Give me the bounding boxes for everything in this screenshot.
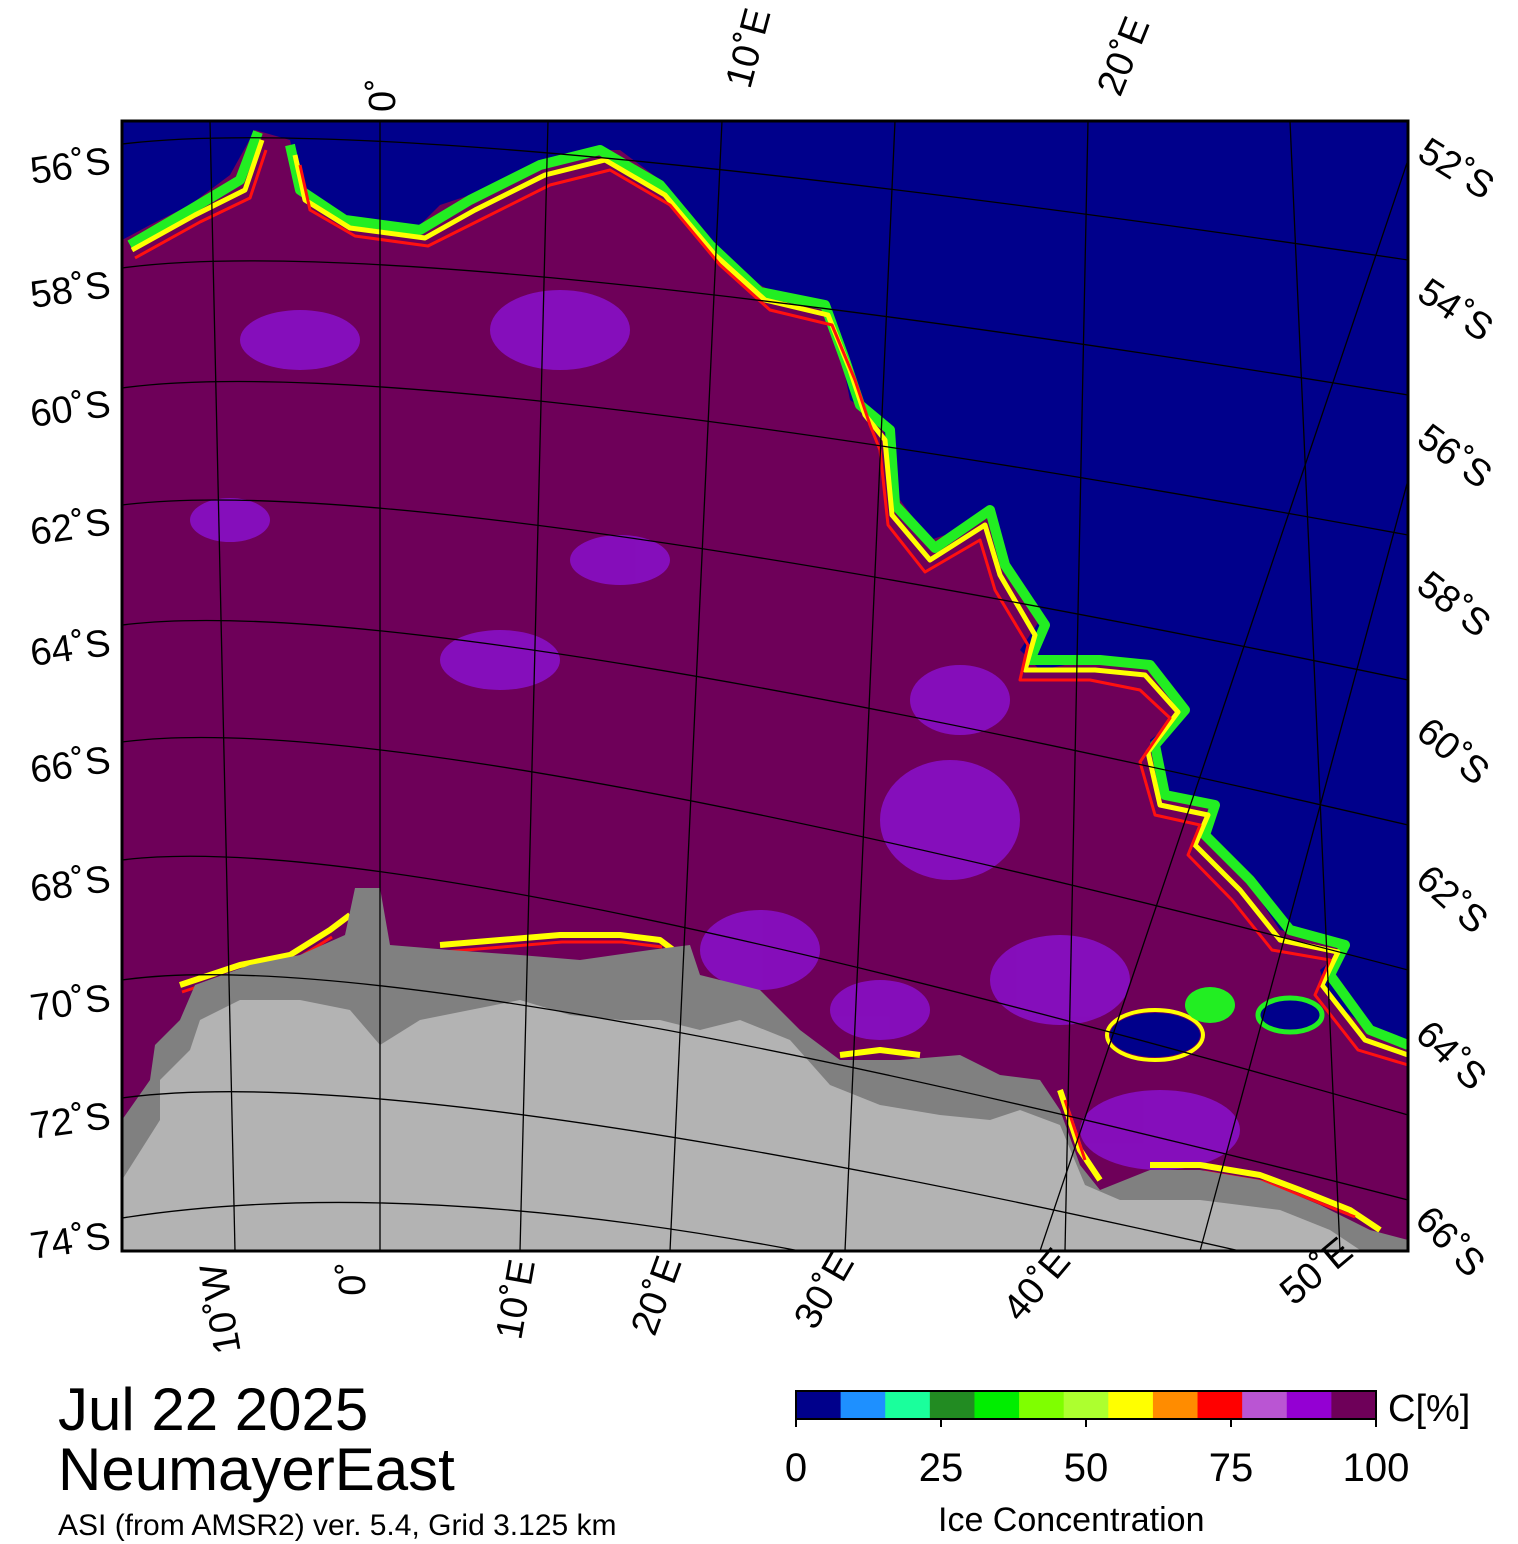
lat-label: 56˚S bbox=[28, 140, 113, 193]
lat-label: 64˚S bbox=[1407, 1013, 1494, 1099]
colorbar-tick-label: 100 bbox=[1342, 1446, 1410, 1490]
lat-label: 66˚S bbox=[1407, 1198, 1493, 1285]
colorbar-swatch bbox=[1197, 1391, 1243, 1419]
colorbar-title: Ice Concentration bbox=[938, 1501, 1205, 1539]
colorbar-swatch bbox=[1286, 1391, 1332, 1419]
lat-label: 62˚S bbox=[28, 501, 113, 554]
source-label: ASI (from AMSR2) ver. 5.4, Grid 3.125 km bbox=[58, 1509, 617, 1542]
lon-label: 20˚E bbox=[624, 1251, 691, 1341]
lat-label: 74˚S bbox=[28, 1215, 113, 1268]
colorbar-swatch bbox=[885, 1391, 931, 1419]
lat-labels-left: 56˚S 58˚S 60˚S 62˚S 64˚S 66˚S 68˚S 70˚S … bbox=[28, 140, 113, 1268]
lat-label: 64˚S bbox=[28, 622, 113, 675]
colorbar-tick-label: 75 bbox=[1208, 1446, 1254, 1490]
antarctic-land bbox=[122, 1000, 1408, 1251]
colorbar bbox=[795, 1390, 1377, 1427]
lon-label: 0˚ bbox=[332, 1262, 374, 1296]
ice-patches bbox=[190, 290, 1240, 1170]
date-label: Jul 22 2025 bbox=[58, 1376, 369, 1443]
colorbar-tick-label: 0 bbox=[784, 1446, 808, 1490]
colorbar-tick-label: 25 bbox=[918, 1446, 964, 1490]
lat-label: 60˚S bbox=[1409, 710, 1497, 794]
lat-label: 72˚S bbox=[28, 1095, 113, 1148]
lat-label: 70˚S bbox=[28, 977, 113, 1030]
colorbar-swatch bbox=[1108, 1391, 1154, 1419]
region-label: NeumayerEast bbox=[58, 1436, 455, 1503]
colorbar-swatch bbox=[840, 1391, 886, 1419]
lat-label: 62˚S bbox=[1408, 857, 1496, 942]
lon-label: 10˚E bbox=[718, 4, 779, 92]
colorbar-swatch bbox=[1019, 1391, 1065, 1419]
lon-label: 0˚ bbox=[362, 78, 404, 112]
lat-label: 58˚S bbox=[1409, 563, 1498, 646]
colorbar-swatch bbox=[1242, 1391, 1288, 1419]
lat-label: 60˚S bbox=[28, 383, 113, 436]
polynya-features bbox=[1105, 987, 1325, 1062]
lat-label: 56˚S bbox=[1410, 416, 1500, 497]
lon-label: 30˚E bbox=[786, 1246, 863, 1337]
colorbar-tick-label: 50 bbox=[1063, 1446, 1109, 1490]
lon-label: 10˚W bbox=[192, 1260, 249, 1357]
colorbar-unit-label: C[%] bbox=[1388, 1388, 1471, 1430]
lon-label: 40˚E bbox=[995, 1241, 1079, 1329]
lon-labels-top: 0˚ 10˚E 20˚E bbox=[362, 4, 1158, 112]
lat-label: 52˚S bbox=[1411, 130, 1501, 208]
colorbar-swatch bbox=[974, 1391, 1020, 1419]
colorbar-swatch bbox=[929, 1391, 975, 1419]
lat-label: 68˚S bbox=[28, 858, 113, 911]
lat-labels-right: 52˚S 54˚S 56˚S 58˚S 60˚S 62˚S 64˚S 66˚S bbox=[1407, 130, 1501, 1285]
lat-label: 54˚S bbox=[1410, 271, 1500, 351]
colorbar-swatch bbox=[1331, 1391, 1377, 1419]
colorbar-swatch bbox=[796, 1391, 842, 1419]
lon-label: 10˚E bbox=[489, 1256, 544, 1342]
map-frame bbox=[120, 119, 1410, 1253]
colorbar-swatch bbox=[1152, 1391, 1199, 1419]
lon-label: 20˚E bbox=[1089, 11, 1158, 101]
graticule bbox=[122, 121, 1408, 1251]
colorbar-swatch bbox=[1063, 1391, 1109, 1419]
lat-label: 58˚S bbox=[28, 264, 113, 317]
lat-label: 66˚S bbox=[28, 739, 113, 792]
